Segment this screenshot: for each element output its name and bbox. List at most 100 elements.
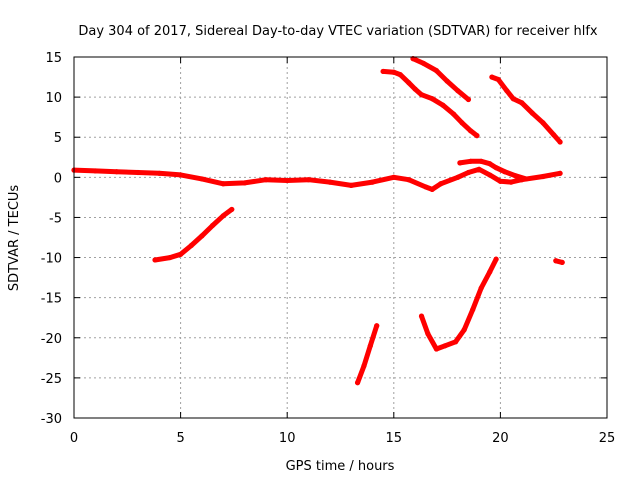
series-drop-14h <box>380 68 480 139</box>
y-tick-label: -30 <box>41 412 62 427</box>
x-tick-label: 15 <box>386 431 403 446</box>
plot-frame <box>73 56 608 419</box>
data-point <box>433 68 440 74</box>
data-point <box>508 179 514 185</box>
data-point <box>487 161 493 167</box>
data-point <box>433 346 440 352</box>
data-point <box>361 363 367 369</box>
data-point <box>476 166 482 172</box>
data-point <box>478 158 484 164</box>
data-point <box>467 128 474 134</box>
data-point <box>557 170 563 176</box>
series-drop-20h <box>489 74 563 145</box>
data-point <box>429 186 435 192</box>
data-point <box>470 307 476 313</box>
data-point <box>199 176 205 182</box>
x-tick-label: 10 <box>279 431 296 446</box>
data-point <box>425 331 431 337</box>
y-tick-label: 0 <box>54 171 62 186</box>
data-point <box>540 173 546 180</box>
data-point <box>529 110 535 116</box>
grid-lines <box>74 57 607 418</box>
data-point <box>487 172 493 178</box>
data-point <box>354 380 361 386</box>
data-point <box>540 120 546 126</box>
data-point <box>559 259 565 265</box>
y-tick-label: -25 <box>41 372 62 387</box>
data-point <box>241 180 248 186</box>
data-point <box>455 174 461 180</box>
data-point <box>178 251 184 257</box>
data-point <box>135 169 141 176</box>
data-point <box>523 176 529 182</box>
data-point <box>421 60 427 67</box>
y-tick-label: 5 <box>54 131 62 146</box>
data-point <box>152 257 158 263</box>
series-rise-13h <box>355 323 380 386</box>
data-point <box>284 177 290 184</box>
series-baseline <box>71 166 563 192</box>
data-point <box>495 76 501 83</box>
data-point <box>167 254 173 261</box>
data-point <box>450 111 457 117</box>
data-point <box>519 100 525 106</box>
data-point <box>429 96 435 102</box>
data-point <box>493 256 499 262</box>
y-tick-label: 10 <box>45 91 62 106</box>
series-trough-17h <box>419 256 499 352</box>
data-point <box>457 160 463 166</box>
data-point <box>504 88 510 94</box>
x-tick-label: 0 <box>70 431 78 446</box>
y-tick-label: -5 <box>49 211 62 226</box>
data-layer <box>71 56 565 386</box>
x-tick-label: 25 <box>599 431 616 446</box>
x-tick-label: 20 <box>492 431 509 446</box>
x-axis-label: GPS time / hours <box>286 459 395 474</box>
y-tick-label: -10 <box>41 252 62 267</box>
data-point <box>92 168 98 174</box>
data-point <box>444 78 450 84</box>
data-point <box>397 72 403 78</box>
y-tick-label: -20 <box>41 332 62 347</box>
data-point <box>178 172 184 178</box>
data-point <box>220 181 226 187</box>
data-point <box>229 206 235 213</box>
chart-title: Day 304 of 2017, Sidereal Day-to-day VTE… <box>78 24 598 39</box>
data-point <box>551 132 557 138</box>
data-point <box>461 327 467 333</box>
data-point <box>487 269 493 275</box>
data-point <box>557 139 563 145</box>
data-point <box>391 174 397 180</box>
data-point <box>455 88 461 94</box>
data-point <box>440 102 446 108</box>
data-point <box>406 177 412 183</box>
data-point <box>497 178 503 184</box>
data-point <box>467 158 474 164</box>
data-point <box>502 169 508 175</box>
data-point <box>199 233 205 239</box>
data-point <box>188 242 194 249</box>
data-point <box>380 68 386 75</box>
y-tick-label: -15 <box>41 292 62 307</box>
data-point <box>510 96 516 102</box>
data-point <box>442 343 448 349</box>
data-point <box>465 169 472 176</box>
data-point <box>156 170 162 176</box>
data-point <box>412 86 418 92</box>
data-point <box>418 92 425 98</box>
y-tick-label: 15 <box>45 51 62 66</box>
data-point <box>367 343 373 349</box>
data-point <box>438 181 444 187</box>
data-point <box>493 165 499 171</box>
data-point <box>374 323 380 329</box>
data-point <box>391 69 397 75</box>
data-point <box>220 213 226 219</box>
x-tick-label: 5 <box>176 431 184 446</box>
y-axis-label: SDTVAR / TECUs <box>7 185 22 292</box>
data-point <box>369 179 376 185</box>
data-point <box>465 96 472 103</box>
data-point <box>459 120 465 126</box>
data-point <box>348 182 354 188</box>
series-rise-7h <box>152 206 235 263</box>
data-point <box>209 222 216 229</box>
